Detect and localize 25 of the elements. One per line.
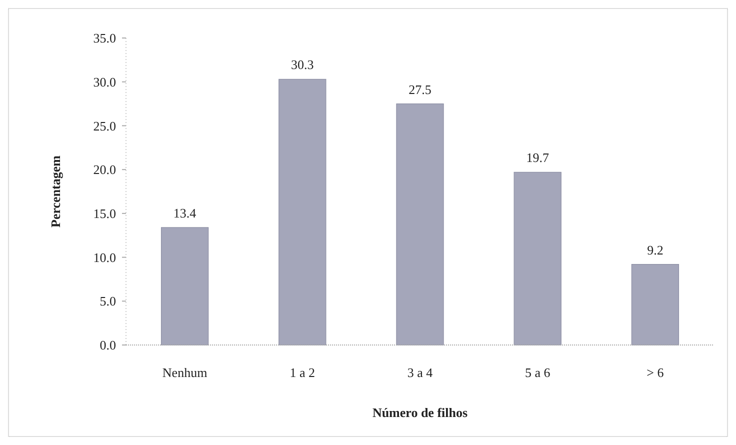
y-tick-label: 30.0 [93,74,116,90]
x-axis-title: Número de filhos [372,405,468,420]
data-label: 9.2 [647,242,664,258]
x-tick-label: 5 a 6 [524,365,551,380]
bar [631,264,680,346]
y-tick-label: 0.0 [100,338,116,353]
bar [396,103,444,346]
data-label: 30.3 [291,57,314,72]
bar [278,78,326,346]
x-tick-label: 3 a 4 [407,365,434,380]
data-label: 13.4 [173,205,197,220]
y-tick-label: 25.0 [93,118,116,134]
x-tick-label: 1 a 2 [290,365,316,380]
data-label: 27.5 [408,82,432,97]
data-label: 19.7 [526,150,550,166]
y-axis-title: Percentagem [48,155,63,228]
y-tick-label: 35.0 [93,30,116,46]
x-tick-label: Nenhum [162,365,208,380]
bar [514,172,562,346]
y-tick-label: 20.0 [93,162,116,178]
x-tick-label: > 6 [646,365,664,380]
y-tick-label: 15.0 [93,206,116,221]
bar [160,227,209,346]
y-tick-label: 5.0 [100,294,116,309]
y-tick-label: 10.0 [93,250,116,265]
